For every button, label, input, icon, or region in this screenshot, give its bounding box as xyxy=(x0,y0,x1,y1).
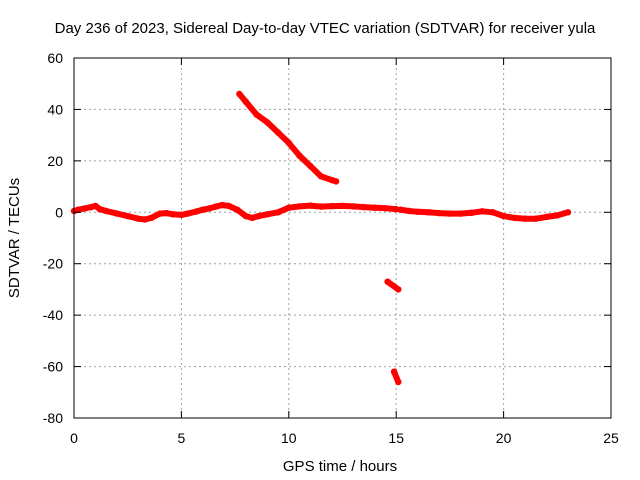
data-point xyxy=(339,202,346,210)
data-point xyxy=(414,208,421,215)
data-point xyxy=(141,216,149,223)
data-point xyxy=(96,206,104,213)
data-point xyxy=(532,215,539,222)
data-point xyxy=(264,119,271,126)
data-point xyxy=(395,378,402,386)
data-point xyxy=(274,209,282,216)
data-point xyxy=(242,212,249,220)
x-tick-label: 20 xyxy=(496,430,512,446)
data-point xyxy=(199,206,207,213)
data-point xyxy=(249,214,256,222)
y-tick-label: -80 xyxy=(43,410,63,426)
data-point xyxy=(446,210,454,217)
data-point xyxy=(219,201,226,209)
x-tick-label: 0 xyxy=(70,430,78,446)
data-point xyxy=(206,205,213,212)
data-point xyxy=(169,211,176,218)
data-point xyxy=(193,208,200,215)
data-point xyxy=(178,211,185,219)
y-tick-label: -20 xyxy=(43,256,63,272)
data-point xyxy=(554,212,561,219)
data-point xyxy=(135,215,142,222)
data-point xyxy=(350,203,357,210)
data-point xyxy=(163,209,170,217)
x-axis-title: GPS time / hours xyxy=(283,458,397,475)
y-tick-label: -60 xyxy=(43,359,63,375)
data-point xyxy=(332,178,340,185)
data-point xyxy=(425,209,432,216)
x-tick-label: 5 xyxy=(178,430,186,446)
data-point xyxy=(489,209,497,216)
data-point xyxy=(384,278,391,285)
data-point xyxy=(124,212,131,220)
data-point xyxy=(564,209,572,216)
data-point xyxy=(296,152,303,159)
data-point xyxy=(500,212,507,220)
data-point xyxy=(371,204,378,211)
data-point xyxy=(236,90,243,98)
data-point xyxy=(405,207,413,215)
data-point xyxy=(184,210,191,217)
data-point xyxy=(225,202,232,210)
data-point xyxy=(255,212,262,220)
data-point xyxy=(285,204,292,211)
y-tick-label: 40 xyxy=(47,101,63,117)
y-tick-label: -40 xyxy=(43,307,63,323)
data-point xyxy=(234,206,241,213)
data-point xyxy=(285,139,292,147)
data-point xyxy=(307,162,314,170)
data-point xyxy=(521,215,529,222)
y-tick-label: 0 xyxy=(55,204,63,220)
data-point xyxy=(75,206,82,213)
series-layer xyxy=(70,90,572,386)
data-point xyxy=(436,209,443,217)
y-tick-label: 60 xyxy=(47,50,63,66)
data-point xyxy=(543,213,550,221)
data-point xyxy=(390,368,398,375)
data-point xyxy=(148,214,155,222)
grid xyxy=(74,58,611,418)
data-point xyxy=(457,210,464,217)
data-point xyxy=(264,211,271,218)
data-point xyxy=(360,203,368,211)
ticks: 0 5 10 15 20 25 -80 -60 -40 -20 0 20 40 60 xyxy=(43,50,619,446)
series-descending-arc xyxy=(236,91,340,185)
y-axis-title: SDTVAR / TECUs xyxy=(6,178,23,298)
data-point xyxy=(397,206,404,213)
plot-frame xyxy=(73,57,612,419)
chart-title: Day 236 of 2023, Sidereal Day-to-day VTE… xyxy=(55,20,596,37)
data-point xyxy=(317,173,325,180)
data-point xyxy=(156,210,164,217)
x-tick-label: 10 xyxy=(281,430,297,446)
data-point xyxy=(81,205,88,212)
x-tick-label: 25 xyxy=(603,430,619,446)
data-point xyxy=(317,203,325,210)
data-point xyxy=(296,203,303,210)
data-point xyxy=(212,203,219,210)
data-point xyxy=(328,202,335,210)
data-point xyxy=(113,210,121,217)
data-point xyxy=(395,286,402,293)
data-point xyxy=(511,214,518,222)
data-point xyxy=(274,129,282,136)
data-point xyxy=(468,209,475,216)
y-tick-label: 20 xyxy=(47,153,63,169)
data-point xyxy=(253,111,260,118)
data-point xyxy=(242,98,249,105)
data-point xyxy=(478,208,486,215)
x-tick-label: 15 xyxy=(388,430,404,446)
data-point xyxy=(103,207,110,215)
data-point xyxy=(307,202,314,209)
data-point xyxy=(382,205,389,212)
series-main-trace xyxy=(71,202,400,223)
